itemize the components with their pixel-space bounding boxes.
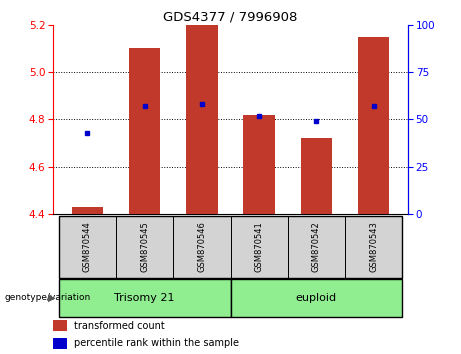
- Text: Trisomy 21: Trisomy 21: [114, 293, 175, 303]
- Text: GSM870542: GSM870542: [312, 222, 321, 272]
- Bar: [243, 115, 275, 214]
- Bar: [173, 216, 230, 278]
- Bar: [53, 338, 67, 349]
- Bar: [230, 279, 402, 317]
- Bar: [230, 216, 288, 278]
- Bar: [358, 36, 390, 214]
- Text: genotype/variation: genotype/variation: [5, 293, 91, 302]
- Bar: [301, 138, 332, 214]
- Bar: [116, 216, 173, 278]
- Text: GSM870544: GSM870544: [83, 222, 92, 272]
- Bar: [288, 216, 345, 278]
- Title: GDS4377 / 7996908: GDS4377 / 7996908: [163, 11, 298, 24]
- Bar: [186, 25, 218, 214]
- Text: GSM870546: GSM870546: [197, 222, 207, 272]
- Text: transformed count: transformed count: [74, 321, 165, 331]
- Bar: [71, 207, 103, 214]
- Text: ▶: ▶: [47, 293, 55, 303]
- Bar: [129, 48, 160, 214]
- Text: percentile rank within the sample: percentile rank within the sample: [74, 338, 239, 348]
- Bar: [53, 320, 67, 331]
- Bar: [345, 216, 402, 278]
- Text: GSM870543: GSM870543: [369, 222, 378, 272]
- Text: GSM870541: GSM870541: [254, 222, 264, 272]
- Text: GSM870545: GSM870545: [140, 222, 149, 272]
- Text: euploid: euploid: [296, 293, 337, 303]
- Bar: [59, 216, 116, 278]
- Bar: [59, 279, 230, 317]
